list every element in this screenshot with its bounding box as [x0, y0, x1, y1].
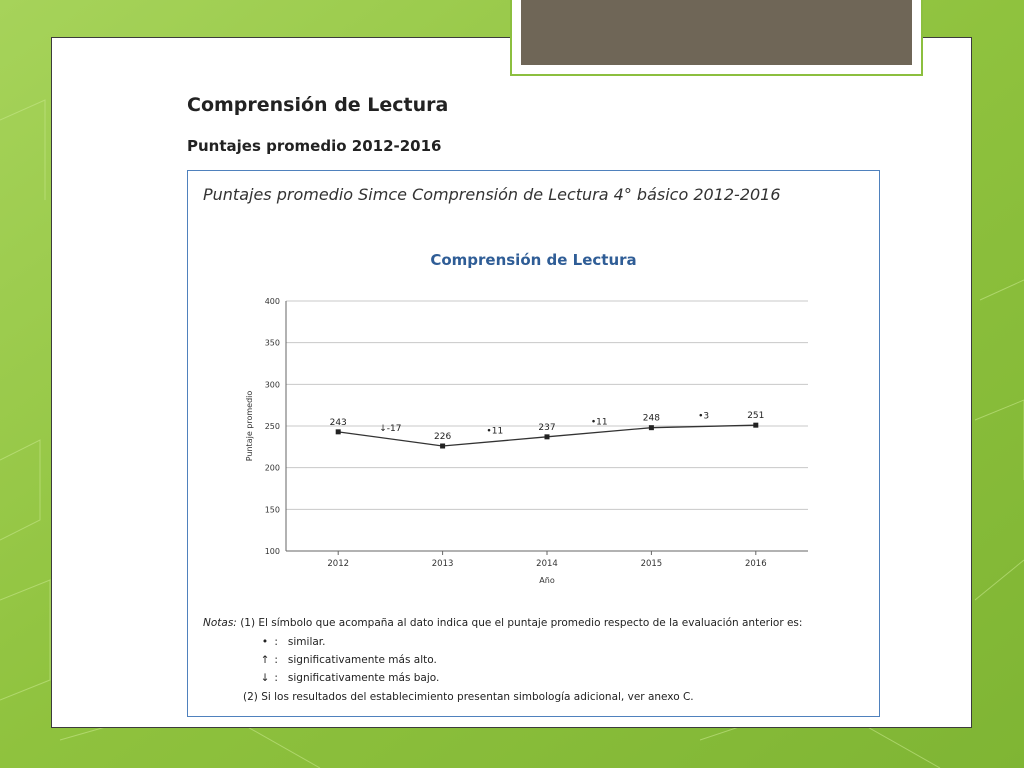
data-point: [544, 434, 550, 440]
data-point: [440, 443, 446, 449]
change-annotation: •11: [591, 417, 608, 427]
x-tick-label: 2015: [641, 559, 663, 569]
x-tick-label: 2013: [432, 559, 454, 569]
y-tick-label: 250: [265, 422, 280, 431]
data-label: 226: [434, 432, 451, 442]
y-tick-label: 150: [265, 505, 280, 514]
slide-tab-decoration: [510, 0, 923, 76]
y-tick-label: 400: [265, 297, 280, 306]
data-label: 248: [643, 414, 660, 424]
chart-title: Comprensión de Lectura: [430, 251, 637, 269]
x-tick-label: 2016: [745, 559, 767, 569]
note-symbol-up: ↑ : significativamente más alto.: [259, 654, 437, 666]
change-annotation: •11: [486, 426, 503, 436]
data-point: [648, 425, 654, 431]
arrow-up-icon: ↑: [260, 654, 270, 666]
note-1-row: Notas: (1) El símbolo que acompaña al da…: [203, 617, 802, 629]
note-symbol-down: ↓ : significativamente más bajo.: [259, 672, 440, 684]
bullet-symbol: •: [261, 636, 269, 648]
symbol-similar-text: similar.: [287, 636, 326, 648]
note-1-text: El símbolo que acompaña al dato indica q…: [258, 617, 803, 629]
x-tick-label: 2014: [536, 559, 558, 569]
data-label: 237: [538, 423, 555, 433]
symbol-separator: :: [274, 672, 278, 684]
note-2-text: Si los resultados del establecimiento pr…: [261, 691, 694, 703]
change-annotation: •3: [698, 411, 709, 421]
note-2-number: (2): [243, 691, 258, 703]
y-tick-label: 200: [265, 464, 280, 473]
y-tick-label: 100: [265, 547, 280, 556]
line-chart: 100 150 200 250 300 350 400 2012 2013 2014 2015 201…: [245, 297, 808, 585]
panel-title: Puntajes promedio Simce Comprensión de L…: [203, 185, 781, 204]
data-label: 251: [747, 411, 764, 421]
x-tick-label: 2012: [327, 559, 349, 569]
chart-panel: Puntajes promedio Simce Comprensión de L…: [187, 170, 880, 717]
note-2-row: (2) Si los resultados del establecimient…: [243, 691, 694, 703]
arrow-down-icon: ↓: [260, 672, 270, 684]
y-tick-label: 350: [265, 339, 280, 348]
slide-heading: Comprensión de Lectura: [187, 94, 449, 116]
notes-label: Notas:: [203, 617, 237, 629]
symbol-down-text: significativamente más bajo.: [287, 672, 440, 684]
x-axis-label: Año: [539, 576, 555, 585]
y-tick-label: 300: [265, 380, 280, 389]
symbol-separator: :: [274, 654, 278, 666]
note-symbol-similar: • : similar.: [259, 636, 326, 648]
slide-subheading: Puntajes promedio 2012-2016: [187, 137, 442, 155]
change-annotation: ↓-17: [379, 424, 401, 434]
slide-tab-fill: [521, 0, 912, 65]
symbol-separator: :: [274, 636, 278, 648]
y-axis-label: Puntaje promedio: [245, 391, 254, 462]
symbol-up-text: significativamente más alto.: [287, 654, 437, 666]
data-label: 243: [330, 418, 347, 428]
data-point: [753, 422, 759, 428]
note-1-number: (1): [240, 617, 256, 629]
data-point: [335, 429, 341, 435]
